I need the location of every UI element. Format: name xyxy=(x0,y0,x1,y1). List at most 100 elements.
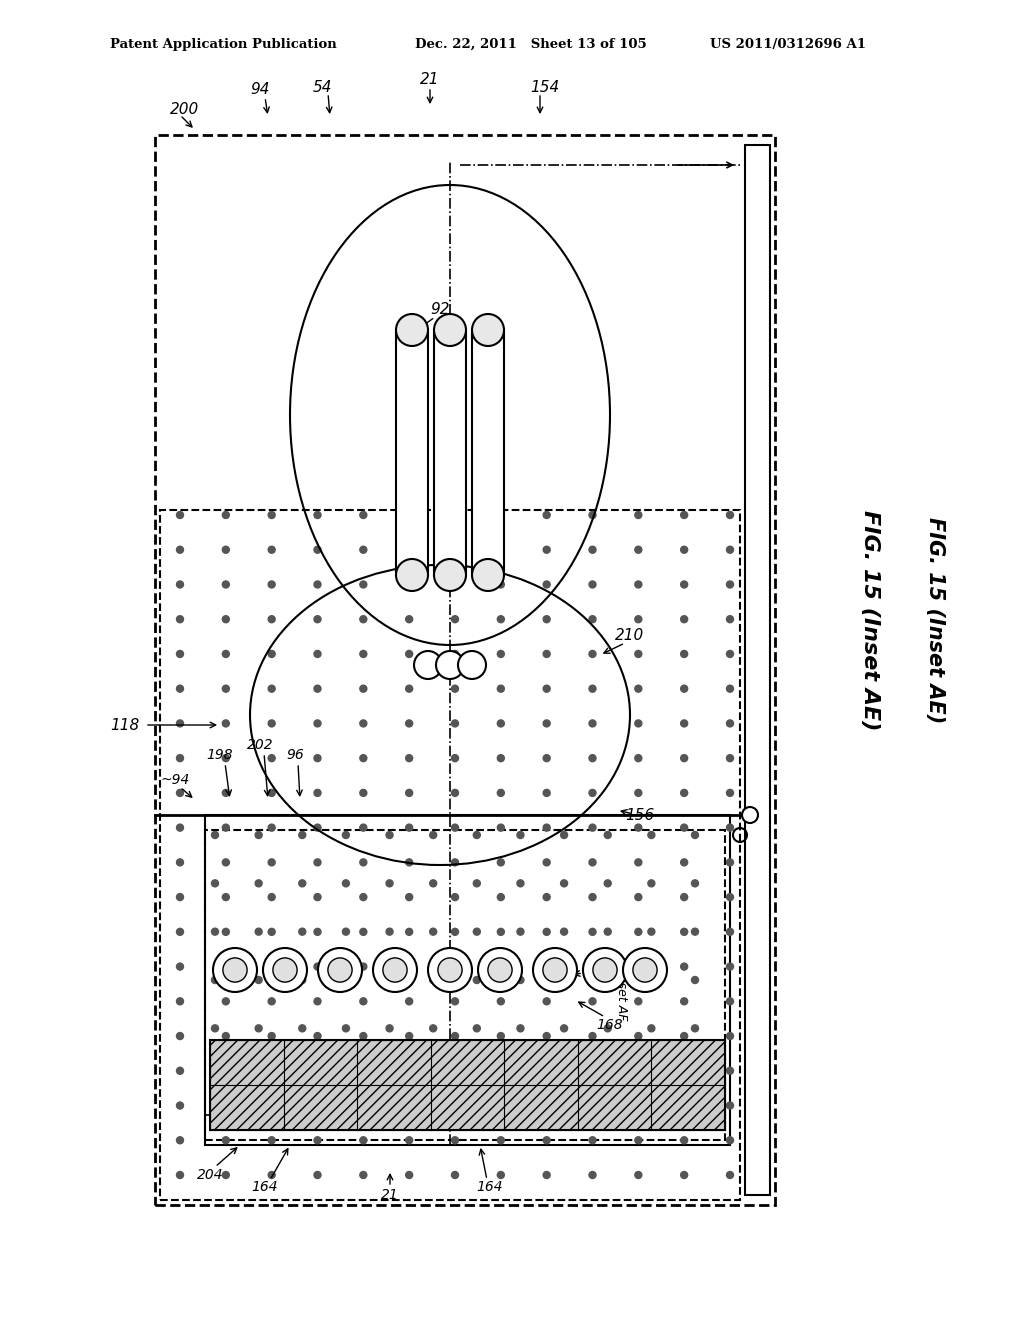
Circle shape xyxy=(681,1102,688,1109)
Circle shape xyxy=(635,1032,642,1040)
Circle shape xyxy=(314,685,321,692)
Circle shape xyxy=(222,651,229,657)
Bar xyxy=(472,330,504,576)
Circle shape xyxy=(589,1102,596,1109)
Circle shape xyxy=(472,314,504,346)
Text: 70: 70 xyxy=(601,1088,618,1102)
Bar xyxy=(434,330,466,576)
Circle shape xyxy=(314,1172,321,1179)
Circle shape xyxy=(452,1032,459,1040)
Circle shape xyxy=(452,894,459,900)
Circle shape xyxy=(498,964,505,970)
Circle shape xyxy=(342,1024,349,1032)
Circle shape xyxy=(452,685,459,692)
Circle shape xyxy=(406,755,413,762)
Circle shape xyxy=(222,685,229,692)
Circle shape xyxy=(726,964,733,970)
Circle shape xyxy=(604,928,611,935)
Circle shape xyxy=(452,964,459,970)
Circle shape xyxy=(648,832,655,838)
Circle shape xyxy=(560,1122,567,1129)
Circle shape xyxy=(473,928,480,935)
Circle shape xyxy=(498,894,505,900)
Circle shape xyxy=(635,1137,642,1143)
Circle shape xyxy=(726,755,733,762)
Circle shape xyxy=(359,1032,367,1040)
Circle shape xyxy=(726,1172,733,1179)
Circle shape xyxy=(268,511,275,519)
Circle shape xyxy=(543,894,550,900)
Circle shape xyxy=(498,719,505,727)
Circle shape xyxy=(589,511,596,519)
Circle shape xyxy=(742,807,758,822)
Circle shape xyxy=(726,719,733,727)
Circle shape xyxy=(428,948,472,993)
Circle shape xyxy=(386,1073,393,1080)
Circle shape xyxy=(726,824,733,832)
Circle shape xyxy=(498,1068,505,1074)
Circle shape xyxy=(268,894,275,900)
Circle shape xyxy=(359,998,367,1005)
Circle shape xyxy=(299,880,306,887)
Circle shape xyxy=(604,880,611,887)
Circle shape xyxy=(517,1073,524,1080)
Circle shape xyxy=(726,1068,733,1074)
Circle shape xyxy=(487,958,512,982)
Circle shape xyxy=(589,651,596,657)
Circle shape xyxy=(681,511,688,519)
Circle shape xyxy=(430,880,436,887)
Circle shape xyxy=(604,977,611,983)
Circle shape xyxy=(268,1102,275,1109)
Circle shape xyxy=(691,928,698,935)
Circle shape xyxy=(498,859,505,866)
Circle shape xyxy=(604,1073,611,1080)
Circle shape xyxy=(406,789,413,796)
Circle shape xyxy=(543,789,550,796)
Circle shape xyxy=(589,719,596,727)
Text: 202: 202 xyxy=(247,738,273,752)
Circle shape xyxy=(726,546,733,553)
Circle shape xyxy=(314,964,321,970)
Text: 204: 204 xyxy=(197,1168,223,1181)
Circle shape xyxy=(342,1073,349,1080)
Circle shape xyxy=(430,1122,436,1129)
Circle shape xyxy=(314,1102,321,1109)
Circle shape xyxy=(342,928,349,935)
Circle shape xyxy=(635,511,642,519)
Text: FIG. 15 (Inset AE): FIG. 15 (Inset AE) xyxy=(925,517,945,723)
Circle shape xyxy=(176,581,183,587)
Circle shape xyxy=(543,1068,550,1074)
Text: 21: 21 xyxy=(420,73,439,87)
Circle shape xyxy=(473,880,480,887)
Circle shape xyxy=(318,948,362,993)
Circle shape xyxy=(648,928,655,935)
Circle shape xyxy=(726,651,733,657)
Circle shape xyxy=(314,755,321,762)
Circle shape xyxy=(635,894,642,900)
Bar xyxy=(160,510,740,1200)
Circle shape xyxy=(359,755,367,762)
Circle shape xyxy=(452,581,459,587)
Circle shape xyxy=(406,894,413,900)
Circle shape xyxy=(452,615,459,623)
Circle shape xyxy=(681,755,688,762)
Circle shape xyxy=(212,880,218,887)
Text: 118: 118 xyxy=(111,718,139,733)
Circle shape xyxy=(589,1032,596,1040)
Circle shape xyxy=(386,928,393,935)
Circle shape xyxy=(517,832,524,838)
Circle shape xyxy=(681,1137,688,1143)
Circle shape xyxy=(635,964,642,970)
Circle shape xyxy=(359,789,367,796)
Circle shape xyxy=(176,789,183,796)
Circle shape xyxy=(726,685,733,692)
Circle shape xyxy=(543,685,550,692)
Circle shape xyxy=(726,928,733,936)
Circle shape xyxy=(430,832,436,838)
Circle shape xyxy=(222,581,229,587)
Circle shape xyxy=(299,928,306,935)
Circle shape xyxy=(681,928,688,936)
Circle shape xyxy=(314,581,321,587)
Circle shape xyxy=(342,880,349,887)
Circle shape xyxy=(299,977,306,983)
